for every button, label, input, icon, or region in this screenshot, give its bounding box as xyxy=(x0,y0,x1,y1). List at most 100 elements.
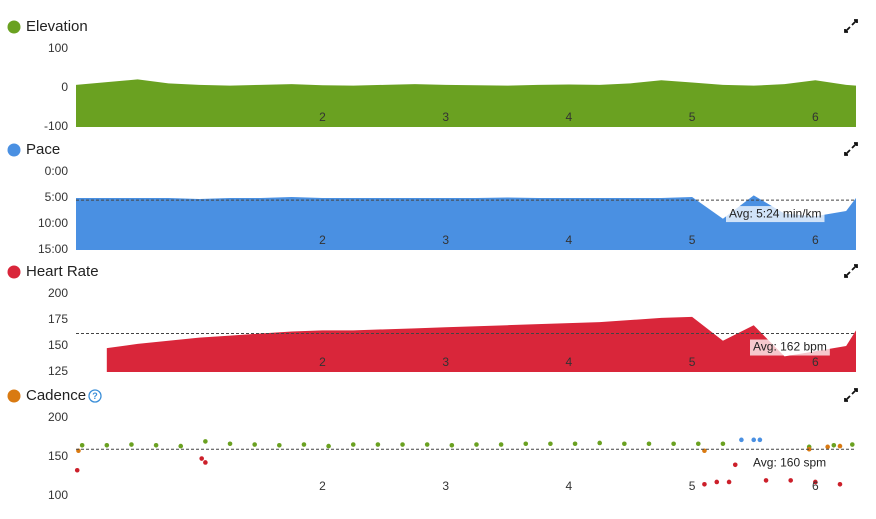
area xyxy=(76,195,856,250)
point xyxy=(523,441,529,447)
y-tick-label: 200 xyxy=(48,410,68,424)
chart-title: Pace xyxy=(26,141,60,158)
chart-title: Cadence xyxy=(26,387,86,404)
help-icon-mark: ? xyxy=(92,391,98,401)
point xyxy=(129,442,134,447)
point xyxy=(837,482,843,487)
point xyxy=(622,441,627,447)
y-tick-label: 175 xyxy=(48,312,68,326)
expand-icon xyxy=(844,19,858,33)
point xyxy=(825,444,830,450)
point xyxy=(671,441,676,447)
x-tick-label: 3 xyxy=(442,233,449,247)
y-tick-label: 125 xyxy=(48,364,68,378)
chart-panel: Pace 0:00 5:00 10:00 15:00 2 3 4 5 6 Avg: 5:24 min… xyxy=(7,141,858,256)
average-label-bg xyxy=(726,206,825,223)
point xyxy=(548,441,553,447)
x-tick-label: 6 xyxy=(812,479,819,493)
x-tick-label: 5 xyxy=(689,355,696,369)
point xyxy=(74,467,80,473)
chart-panel: Elevation -100 0 100 2 3 4 5 6 xyxy=(7,18,858,133)
point xyxy=(498,442,504,447)
y-tick-label: 150 xyxy=(48,338,68,352)
y-tick-label: 10:00 xyxy=(38,216,68,230)
expand-button[interactable] xyxy=(844,19,858,33)
x-tick-label: 4 xyxy=(566,479,573,493)
average-label: Avg: 5:24 min/km xyxy=(729,206,821,220)
expand-button[interactable] xyxy=(844,388,858,402)
point xyxy=(788,478,793,483)
x-tick-label: 4 xyxy=(566,233,573,247)
y-tick-label: 0 xyxy=(61,80,68,94)
point xyxy=(763,478,769,483)
average-label: Avg: 162 bpm xyxy=(753,340,827,354)
x-tick-label: 4 xyxy=(566,110,573,124)
x-tick-label: 2 xyxy=(319,355,326,369)
point xyxy=(572,441,578,447)
x-tick-label: 3 xyxy=(442,479,449,493)
y-tick-label: -100 xyxy=(44,119,68,133)
expand-button[interactable] xyxy=(844,264,858,278)
point xyxy=(375,442,381,447)
expand-icon xyxy=(844,142,858,156)
x-tick-label: 4 xyxy=(566,355,573,369)
point xyxy=(227,441,233,447)
y-tick-label: 100 xyxy=(48,488,68,502)
average-label-bg xyxy=(750,339,830,356)
point xyxy=(720,441,726,447)
help-icon[interactable] xyxy=(88,389,102,403)
point xyxy=(350,442,356,447)
point xyxy=(813,479,818,485)
point xyxy=(751,437,757,443)
x-tick-label: 5 xyxy=(689,479,696,493)
x-tick-label: 2 xyxy=(319,110,326,124)
chart-title: Heart Rate xyxy=(26,263,99,280)
point xyxy=(79,443,85,448)
point xyxy=(277,443,282,448)
point xyxy=(714,479,720,485)
area xyxy=(76,79,856,127)
average-label-bg xyxy=(750,455,830,472)
title-dot xyxy=(7,20,21,34)
y-tick-label: 200 xyxy=(48,286,68,300)
point xyxy=(806,446,812,452)
area xyxy=(106,316,857,372)
point xyxy=(646,441,652,447)
y-tick-label: 5:00 xyxy=(45,190,69,204)
x-tick-label: 5 xyxy=(689,110,696,124)
point xyxy=(199,456,204,461)
title-dot xyxy=(7,389,21,403)
x-tick-label: 2 xyxy=(319,479,326,493)
point xyxy=(203,439,208,444)
point xyxy=(424,442,430,447)
point xyxy=(301,442,307,447)
average-label: Avg: 160 spm xyxy=(753,455,826,469)
point xyxy=(695,441,701,447)
point xyxy=(400,442,405,447)
point xyxy=(474,442,479,447)
point xyxy=(597,440,602,446)
chart-title: Elevation xyxy=(26,18,88,35)
point xyxy=(837,443,843,449)
point xyxy=(153,443,159,448)
expand-icon xyxy=(844,264,858,278)
y-tick-label: 150 xyxy=(48,449,68,463)
x-tick-label: 6 xyxy=(812,233,819,247)
x-tick-label: 3 xyxy=(442,355,449,369)
point xyxy=(726,479,732,485)
x-tick-label: 6 xyxy=(812,355,819,369)
expand-button[interactable] xyxy=(844,142,858,156)
point xyxy=(326,443,331,449)
x-tick-label: 2 xyxy=(319,233,326,247)
y-tick-label: 100 xyxy=(48,41,68,55)
point xyxy=(449,443,455,448)
point xyxy=(702,482,707,487)
y-tick-label: 15:00 xyxy=(38,242,68,256)
point xyxy=(104,443,110,448)
x-tick-label: 5 xyxy=(689,233,696,247)
expand-icon xyxy=(844,388,858,402)
x-tick-label: 3 xyxy=(442,110,449,124)
point xyxy=(252,442,257,447)
